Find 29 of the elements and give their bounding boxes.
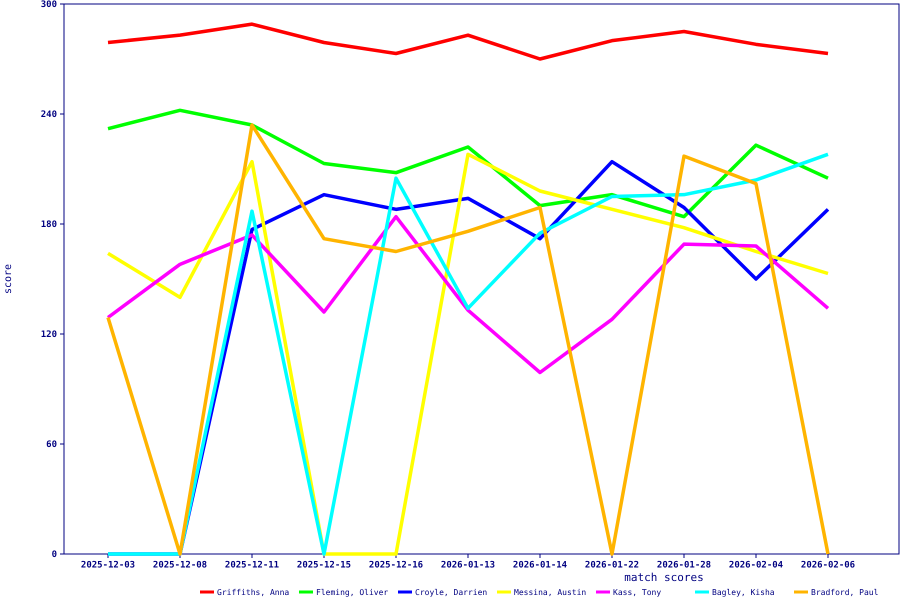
y-axis-title: score [3,264,14,294]
legend-label: Bradford, Paul [811,588,879,597]
y-tick-label: 120 [40,330,57,340]
x-tick-label: 2026-01-28 [656,560,712,570]
line-series [106,214,830,374]
legend-label: Griffiths, Anna [217,588,290,597]
x-tick-label: 2025-12-15 [296,560,352,570]
legend-label: Fleming, Oliver [316,588,388,597]
x-tick-label: 2025-12-08 [152,560,208,570]
x-tick-label: 2026-02-04 [728,560,784,570]
line-series [106,22,830,61]
x-tick-label: 2026-01-13 [440,560,496,570]
x-tick-label: 2025-12-11 [224,560,280,570]
y-tick-label: 0 [52,550,57,560]
x-tick-label: 2025-12-03 [80,560,136,570]
x-axis-title: match scores [624,571,704,584]
x-tick-label: 2026-01-22 [584,560,640,570]
y-tick-label: 180 [40,220,57,230]
x-tick-label: 2026-01-14 [512,560,568,570]
line-series [106,108,830,218]
x-tick-label: 2025-12-16 [368,560,424,570]
legend-label: Messina, Austin [514,588,586,597]
y-tick-label: 240 [40,110,57,120]
legend-label: Kass, Tony [613,588,662,597]
y-tick-label: 60 [46,440,57,450]
x-tick-label: 2026-02-06 [800,560,856,570]
legend-label: Bagley, Kisha [712,588,775,597]
legend-label: Croyle, Darrien [415,588,488,597]
y-tick-label: 300 [40,0,57,10]
